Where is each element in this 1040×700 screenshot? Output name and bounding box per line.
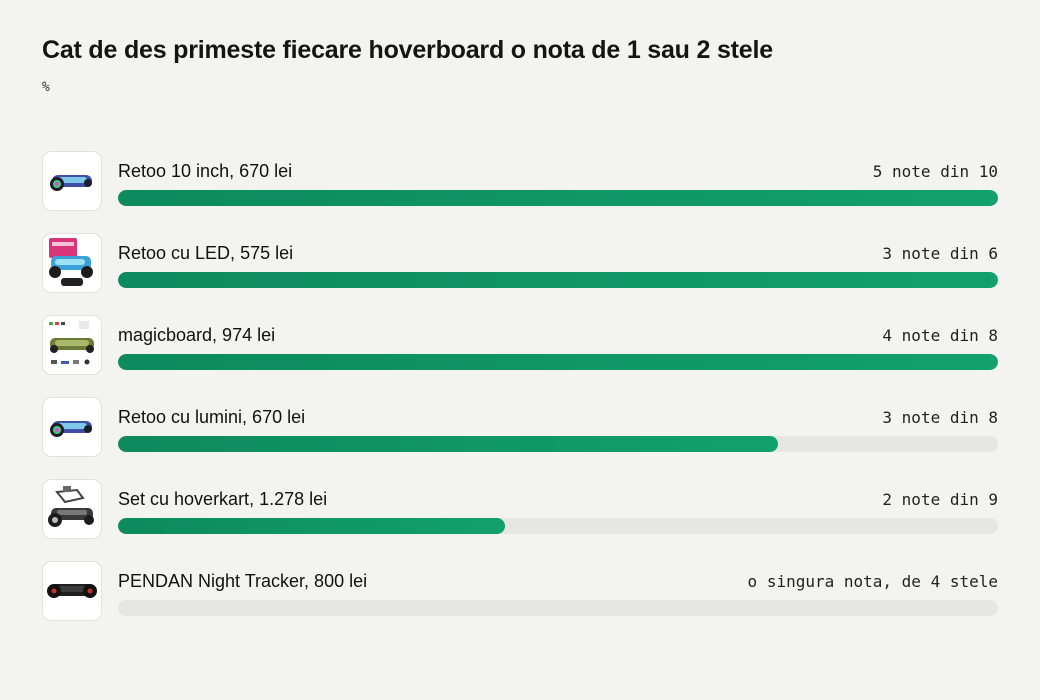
hoverkart-set-icon [42,479,102,539]
bar-label: Retoo 10 inch, 670 lei [118,161,293,181]
bar-track [118,272,998,288]
bar [118,272,998,288]
bar [118,436,778,452]
bar-track [118,354,998,370]
bar-track [118,190,998,206]
bar [118,354,998,370]
bar-row: magicboard, 974 lei 4 note din 8 [0,315,1040,375]
bar-label: Retoo cu lumini, 670 lei [118,407,306,427]
bar-row: Retoo cu lumini, 670 lei 3 note din 8 [0,397,1040,457]
bar-track [118,436,998,452]
bar-track [118,518,998,534]
hoverboard-galaxy-icon [42,397,102,457]
bar-label: magicboard, 974 lei [118,325,276,345]
bar-annotation: 4 note din 8 [882,326,998,345]
bar-annotation: 2 note din 9 [882,490,998,509]
chart-unit: % [42,80,50,95]
bar-label: PENDAN Night Tracker, 800 lei [118,571,368,591]
bar-annotation: 3 note din 6 [882,244,998,263]
bar-track [118,600,998,616]
hoverboard-black-icon [42,561,102,621]
chart-title: Cat de des primeste fiecare hoverboard o… [42,36,773,64]
bar-row: Retoo cu LED, 575 lei 3 note din 6 [0,233,1040,293]
bar [118,190,998,206]
hoverboard-galaxy-icon [42,151,102,211]
bar-label: Retoo cu LED, 575 lei [118,243,294,263]
bar-annotation: 5 note din 10 [872,162,998,181]
hoverboard-camo-product-sheet-icon [42,315,102,375]
bar-row: Set cu hoverkart, 1.278 lei 2 note din 9 [0,479,1040,539]
bar-annotation: o singura nota, de 4 stele [747,572,998,591]
bar-row: Retoo 10 inch, 670 lei 5 note din 10 [0,151,1040,211]
bar-label: Set cu hoverkart, 1.278 lei [118,489,328,509]
bar-row: PENDAN Night Tracker, 800 lei o singura n… [0,561,1040,621]
bar-annotation: 3 note din 8 [882,408,998,427]
bar [118,518,505,534]
hoverboard-boxed-led-icon [42,233,102,293]
